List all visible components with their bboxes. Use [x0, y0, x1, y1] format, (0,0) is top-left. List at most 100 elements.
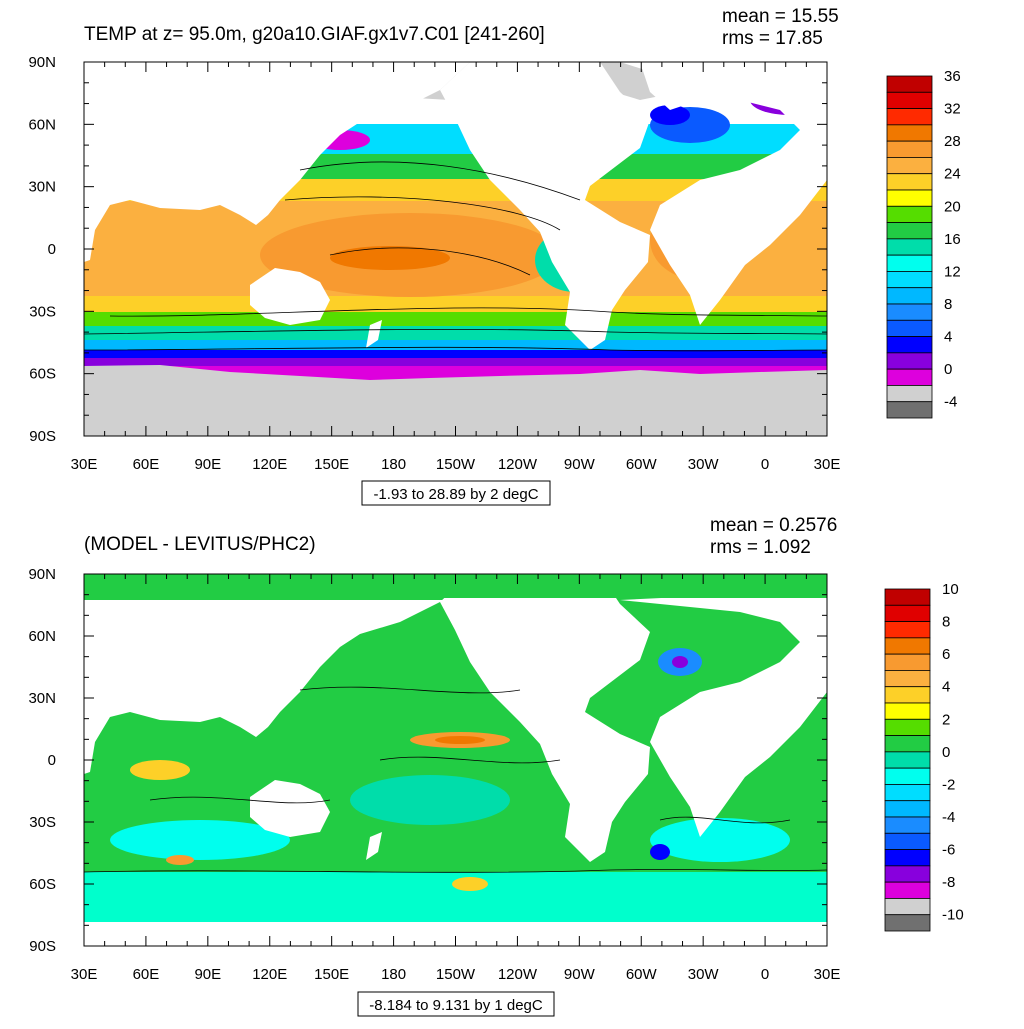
longitude-tick-label: 60E: [133, 456, 160, 473]
colorbar-swatch: [884, 670, 931, 688]
pacific-warm-core: [330, 246, 450, 270]
labrador-cold: [650, 105, 690, 125]
colorbar-swatch: [886, 189, 933, 207]
longitude-tick-label: 120W: [498, 456, 538, 473]
map-field: [84, 62, 827, 436]
colorbar-swatch: [884, 718, 931, 736]
colorbar-swatch: [884, 767, 931, 785]
latitude-tick-label: 60S: [29, 876, 56, 893]
map-field: [84, 574, 827, 946]
colorbar-swatch: [886, 222, 933, 240]
colorbar-swatch: [886, 75, 933, 93]
colorbar: 36 32 28 24 20 16 12 8 4 0 -4: [886, 68, 961, 419]
latitude-tick-label: 0: [48, 752, 56, 769]
longitude-tick-label: 120W: [498, 966, 538, 983]
colorbar-swatch: [884, 865, 931, 883]
mean-stat: mean = 0.2576: [710, 515, 837, 536]
contour-line: [329, 247, 531, 276]
colorbar-label: 8: [944, 296, 952, 313]
antarctic-zero-band: [84, 872, 827, 922]
latitude-labels: 90N 60N 30N 0 30S 60S 90S: [28, 566, 56, 955]
longitude-tick-label: 30W: [688, 456, 720, 473]
anomaly-region: [650, 818, 790, 862]
longitude-tick-label: 0: [761, 966, 769, 983]
longitude-tick-label: 150W: [436, 456, 476, 473]
longitude-tick-label: 60E: [133, 966, 160, 983]
colorbar-swatch: [884, 800, 931, 818]
anomaly-region: [350, 775, 510, 825]
colorbar-swatch: [884, 914, 931, 932]
landmass-africa-east: [620, 62, 827, 325]
band-polar-front: [84, 350, 827, 358]
landmass-new-zealand: [366, 320, 382, 348]
longitude-tick-label: 90E: [194, 966, 221, 983]
contour-lines: [84, 161, 827, 352]
anomaly-region: [452, 877, 488, 891]
landmass-australia: [250, 268, 330, 325]
longitude-tick-label: 120E: [252, 966, 287, 983]
contour-line: [84, 346, 827, 352]
longitude-tick-label: 150W: [436, 966, 476, 983]
colorbar-swatch: [884, 784, 931, 802]
colorbar-swatch: [886, 124, 933, 142]
longitude-tick-label: 30E: [814, 456, 841, 473]
colorbar-swatch: [884, 898, 931, 916]
mean-stat: mean = 15.55: [722, 6, 839, 27]
latitude-tick-label: 60N: [28, 116, 56, 133]
longitude-tick-label: 150E: [314, 966, 349, 983]
colorbar-label: -10: [942, 907, 964, 924]
longitude-labels: 30E 60E 90E 120E 150E 180 150W 120W 90W 60W 30W 0 30…: [71, 966, 841, 983]
colorbar-label: 2: [942, 711, 950, 728]
longitude-tick-label: 30W: [688, 966, 720, 983]
colorbar-swatch: [884, 588, 931, 606]
colorbar-swatch: [886, 238, 933, 256]
latitude-labels: 90N 60N 30N 0 30S 60S 90S: [28, 54, 56, 445]
colorbar-swatch: [886, 303, 933, 321]
contour-line: [84, 869, 827, 873]
colorbar-swatch: [886, 157, 933, 175]
rms-stat: rms = 17.85: [722, 28, 823, 49]
colorbar-label: 20: [944, 198, 961, 215]
colorbar-swatch: [886, 91, 933, 109]
longitude-tick-label: 90W: [564, 966, 596, 983]
longitude-tick-label: 180: [381, 966, 406, 983]
range-label-box: -1.93 to 28.89 by 2 degC: [361, 480, 551, 506]
longitude-tick-label: 30E: [71, 456, 98, 473]
latitude-tick-label: 30N: [28, 179, 56, 196]
contour-line: [109, 307, 827, 317]
colorbar-swatch: [886, 319, 933, 337]
latitude-tick-label: 60N: [28, 628, 56, 645]
longitude-tick-label: 30E: [814, 966, 841, 983]
rms-stat: rms = 1.092: [710, 537, 811, 558]
longitude-tick-label: 90E: [194, 456, 221, 473]
colorbar-label: 4: [942, 679, 950, 696]
range-label: -1.93 to 28.89 by 2 degC: [373, 486, 538, 503]
colorbar-swatch: [884, 686, 931, 704]
colorbar-label: 24: [944, 166, 961, 183]
range-label-box: -8.184 to 9.131 by 1 degC: [357, 991, 555, 1017]
anomaly-region: [110, 820, 290, 860]
longitude-tick-label: 0: [761, 456, 769, 473]
colorbar-swatch: [886, 271, 933, 289]
colorbar-swatch: [886, 140, 933, 158]
band-antarctic-cold: [84, 358, 827, 366]
colorbar-swatch: [884, 653, 931, 671]
colorbar-label: 0: [944, 361, 952, 378]
landmass-eurasia-africa: [84, 62, 470, 262]
contour-line: [299, 161, 581, 201]
contour-lines: [84, 686, 827, 873]
colorbar-swatch: [886, 287, 933, 305]
colorbar-label: 4: [944, 329, 952, 346]
landmass-americas: [440, 574, 650, 862]
axis-ticks: [83, 61, 828, 437]
colorbar-swatch: [884, 849, 931, 867]
colorbar-swatch: [884, 604, 931, 622]
colorbar-swatch: [886, 401, 933, 419]
latitude-tick-label: 0: [48, 241, 56, 258]
landmass-new-zealand: [366, 832, 382, 860]
contour-line: [299, 686, 521, 694]
longitude-labels: 30E 60E 90E 120E 150E 180 150W 120W 90W 60W 30W 0 30…: [71, 456, 841, 473]
axis-ticks: [83, 573, 828, 947]
longitude-tick-label: 120E: [252, 456, 287, 473]
contour-line: [149, 796, 331, 804]
